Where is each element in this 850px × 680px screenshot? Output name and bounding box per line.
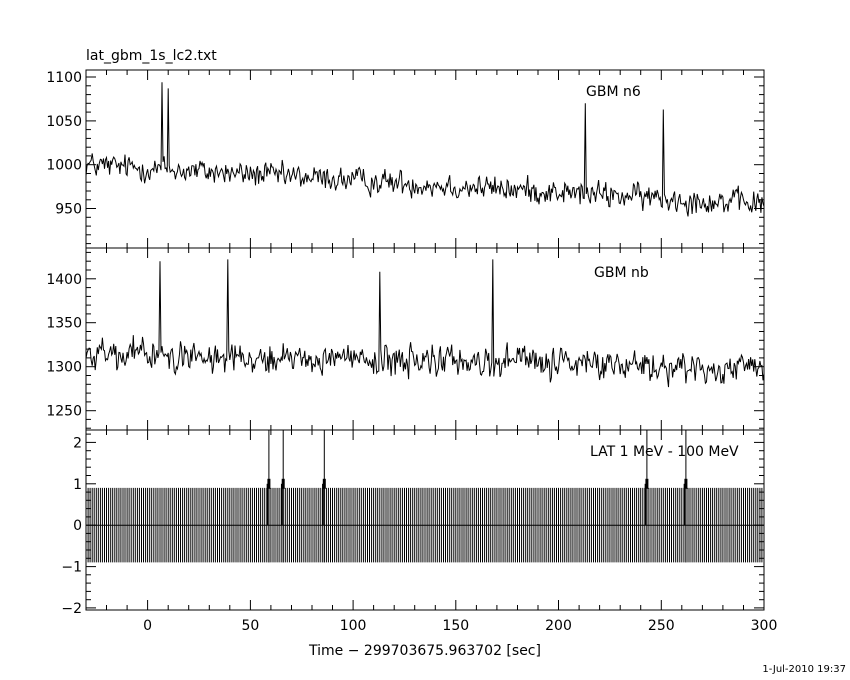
y-tick-label: 950 [55, 202, 82, 218]
lat-ticks: −2 −1 0 1 2 0 50 100 150 200 250 300 [61, 430, 777, 634]
y-tick-label: 0 [73, 518, 82, 534]
y-tick-label: 1050 [46, 114, 82, 130]
figure-title: lat_gbm_1s_lc2.txt [86, 48, 217, 64]
y-tick-label: 1250 [46, 404, 82, 420]
lat-events [266, 430, 688, 563]
y-tick-label: 1400 [46, 272, 82, 288]
x-axis-label: Time − 299703675.963702 [sec] [308, 643, 541, 659]
gbm-n6-ticks: 950 1000 1050 1100 [46, 70, 765, 248]
gbm-nb-lightcurve [85, 259, 765, 388]
x-tick-label: 0 [143, 618, 152, 634]
gbm-n6-label: GBM n6 [586, 84, 641, 100]
x-tick-label: 300 [751, 618, 778, 634]
lat-event-point [281, 478, 285, 489]
gbm-nb-ticks: 1250 1300 1350 1400 [46, 248, 765, 430]
footer-timestamp: 1-Jul-2010 19:37 [762, 664, 846, 675]
x-tick-label: 50 [241, 618, 259, 634]
lat-panel: −2 −1 0 1 2 0 50 100 150 200 250 300 LAT 1 MeV - 10… [61, 429, 777, 634]
y-tick-label: 1000 [46, 158, 82, 174]
y-tick-label: 2 [73, 435, 82, 451]
x-tick-label: 200 [545, 618, 572, 634]
y-tick-label: −2 [61, 601, 82, 617]
lat-event-point [322, 478, 326, 489]
lat-event-point [645, 478, 649, 489]
lat-event-point [684, 478, 688, 489]
gbm-nb-label: GBM nb [594, 265, 649, 281]
x-tick-label: 150 [442, 618, 469, 634]
gbm-nb-frame [85, 247, 765, 431]
lightcurve-trace [85, 259, 765, 388]
gbm-n6-lightcurve [85, 82, 765, 217]
y-tick-label: −1 [61, 560, 82, 576]
y-tick-label: 1300 [46, 360, 82, 376]
y-tick-label: 1 [73, 477, 82, 493]
gbm-nb-panel: 1250 1300 1350 1400 GBM nb [46, 247, 765, 431]
lightcurve-trace [85, 82, 765, 217]
x-tick-label: 100 [340, 618, 367, 634]
y-tick-label: 1350 [46, 316, 82, 332]
lat-error-bars [85, 487, 765, 563]
lat-label: LAT 1 MeV - 100 MeV [590, 444, 739, 460]
lat-event-point [267, 478, 271, 489]
y-tick-label: 1100 [46, 70, 82, 86]
x-tick-label: 250 [648, 618, 675, 634]
gbm-n6-panel: 950 1000 1050 1100 GBM n6 [46, 69, 765, 249]
